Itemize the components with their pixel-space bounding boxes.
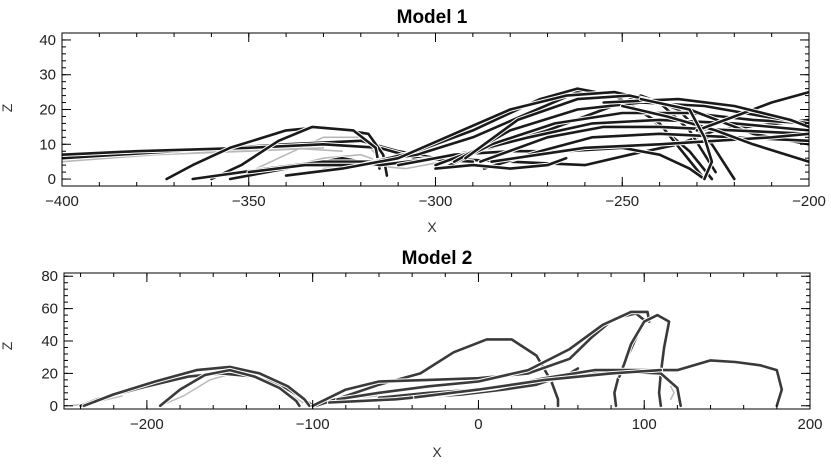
x-tick-label: −250 <box>605 193 639 210</box>
y-tick-label: 10 <box>39 136 56 153</box>
y-tick-label: 20 <box>39 102 56 119</box>
x-axis-label: X <box>432 444 442 460</box>
field-line <box>639 97 714 181</box>
x-tick-label: −200 <box>130 416 164 433</box>
x-axis-label: X <box>427 219 437 235</box>
faint-field-line <box>669 385 675 401</box>
x-tick-label: 0 <box>474 416 482 433</box>
field-line <box>82 365 311 408</box>
field-line <box>621 104 809 163</box>
y-tick-label: 30 <box>39 67 56 84</box>
y-axis-label: Z <box>0 341 15 350</box>
field-line <box>327 396 414 404</box>
field-line <box>336 310 651 401</box>
field-line <box>158 368 301 408</box>
panel-title: Model 1 <box>397 7 468 28</box>
field-line <box>434 156 568 170</box>
panel-model-2: Model 2 Z X −200 −100 0 100 200 0 20 40 60 80 <box>0 248 823 460</box>
y-tick-label: 0 <box>48 171 56 188</box>
x-tick-label: 200 <box>797 416 822 433</box>
y-tick-label: 60 <box>41 301 58 318</box>
faint-field-line <box>62 147 325 163</box>
field-line <box>441 111 809 170</box>
field-lines <box>69 309 785 409</box>
field-line <box>618 313 671 408</box>
field-line <box>314 338 560 408</box>
y-tick-label: 40 <box>39 32 56 49</box>
panel-title: Model 2 <box>402 248 473 269</box>
panel-model-1: Model 1 Z X −400 −350 −300 −250 −200 0 10 20 30 4… <box>0 7 826 235</box>
x-tick-label: −100 <box>296 416 330 433</box>
field-line <box>210 125 381 181</box>
y-axis-label: Z <box>0 103 15 112</box>
x-tick-label: −200 <box>792 193 826 210</box>
field-lines <box>62 86 809 182</box>
field-line <box>490 132 809 163</box>
field-line <box>479 125 809 163</box>
x-tick-label: −300 <box>419 193 453 210</box>
field-line <box>464 94 809 160</box>
plot-frame <box>63 272 811 410</box>
faint-field-line <box>159 372 234 407</box>
y-tick-label: 80 <box>41 268 58 285</box>
y-tick-label: 20 <box>41 365 58 382</box>
field-line <box>410 368 663 399</box>
x-tick-label: −400 <box>45 193 79 210</box>
x-tick-label: −350 <box>232 193 266 210</box>
x-tick-label: 100 <box>632 416 657 433</box>
y-tick-label: 40 <box>41 333 58 350</box>
y-tick-label: 0 <box>50 398 58 415</box>
